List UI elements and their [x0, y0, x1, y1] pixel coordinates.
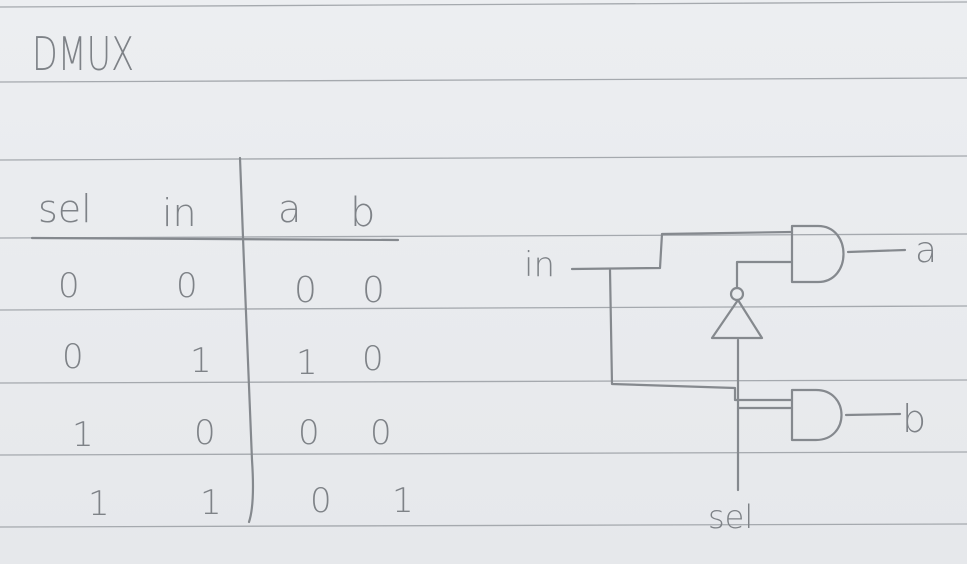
input-branch-wire [608, 268, 794, 402]
cell: 0 [310, 481, 332, 521]
header-a: a [278, 187, 301, 231]
page-title: DMUX [32, 27, 134, 81]
table-row: 1 1 0 1 [88, 481, 414, 524]
input-label: in [524, 245, 555, 285]
cell: 0 [194, 413, 216, 453]
output-label-a: a [915, 230, 937, 271]
cell: 0 [362, 270, 385, 311]
not-gate-bubble [729, 286, 745, 302]
cell: 1 [392, 481, 414, 521]
cell: 0 [294, 270, 317, 311]
cell: 0 [298, 413, 320, 453]
ruled-lines [0, 1, 967, 528]
cell: 1 [200, 483, 222, 523]
cell: 0 [58, 266, 80, 306]
output-label-b: b [902, 397, 926, 441]
output-wire-b [844, 412, 902, 417]
and-gate-a [790, 224, 845, 284]
and-gate-b [790, 388, 843, 442]
table-row: 0 0 0 0 [58, 266, 385, 311]
cell: 0 [362, 339, 384, 379]
output-wire-a [846, 248, 907, 254]
header-b: b [350, 190, 375, 236]
truth-table-rows: 0 0 0 0 0 1 1 0 1 0 0 0 1 1 0 1 [58, 266, 414, 524]
not-output-wire [735, 260, 794, 290]
header-sel: sel [38, 187, 92, 231]
not-gate [710, 298, 764, 340]
truth-table-headers: sel in a b [38, 187, 375, 236]
truth-table-frame [30, 156, 400, 524]
table-row: 0 1 1 0 [62, 337, 384, 383]
cell: 1 [72, 415, 94, 455]
select-label: sel [708, 498, 753, 536]
dmux-circuit: in a b sel [524, 224, 937, 536]
cell: 0 [370, 413, 392, 453]
cell: 0 [176, 266, 198, 306]
cell: 1 [88, 484, 110, 524]
header-in: in [162, 191, 197, 235]
cell: 0 [62, 337, 84, 377]
cell: 1 [190, 341, 212, 381]
table-row: 1 0 0 0 [72, 413, 392, 455]
input-wire [570, 230, 794, 271]
cell: 1 [296, 343, 318, 383]
